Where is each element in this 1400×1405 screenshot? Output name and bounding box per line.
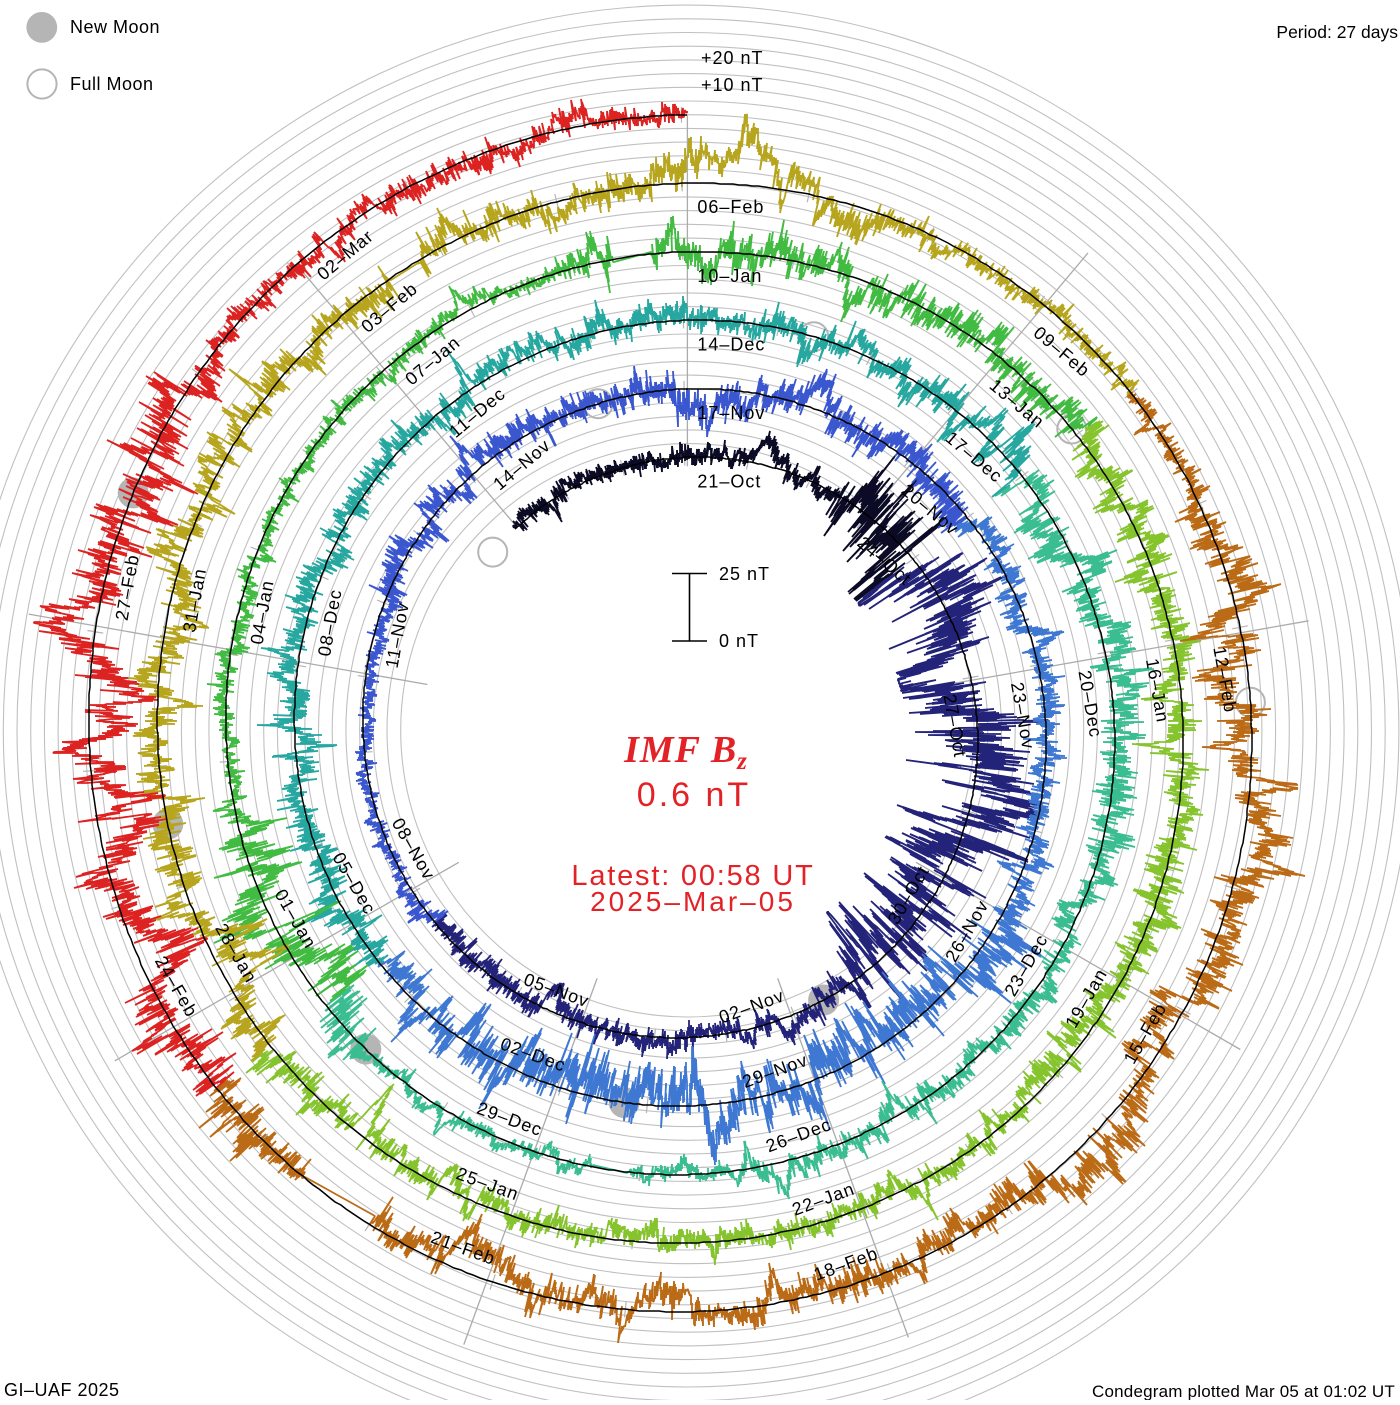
svg-text:+20 nT: +20 nT xyxy=(701,48,764,68)
svg-text:06–Feb: 06–Feb xyxy=(697,197,764,217)
svg-text:2025–Mar–05: 2025–Mar–05 xyxy=(590,886,796,917)
svg-text:0.6 nT: 0.6 nT xyxy=(637,776,751,814)
svg-text:GI–UAF 2025: GI–UAF 2025 xyxy=(4,1380,120,1400)
svg-text:0 nT: 0 nT xyxy=(719,631,759,651)
svg-text:25 nT: 25 nT xyxy=(719,564,770,584)
svg-text:14–Dec: 14–Dec xyxy=(697,334,765,354)
svg-text:Condegram plotted Mar 05 at 01: Condegram plotted Mar 05 at 01:02 UT xyxy=(1092,1382,1395,1400)
svg-text:10–Jan: 10–Jan xyxy=(697,266,762,286)
svg-text:IMF Bz: IMF Bz xyxy=(623,729,748,775)
svg-text:17–Nov: 17–Nov xyxy=(697,403,765,423)
svg-text:Full Moon: Full Moon xyxy=(70,74,154,94)
svg-text:21–Oct: 21–Oct xyxy=(697,471,761,491)
svg-text:Period: 27 days: Period: 27 days xyxy=(1276,22,1398,42)
svg-text:New Moon: New Moon xyxy=(70,17,160,37)
svg-text:+10 nT: +10 nT xyxy=(701,75,764,95)
